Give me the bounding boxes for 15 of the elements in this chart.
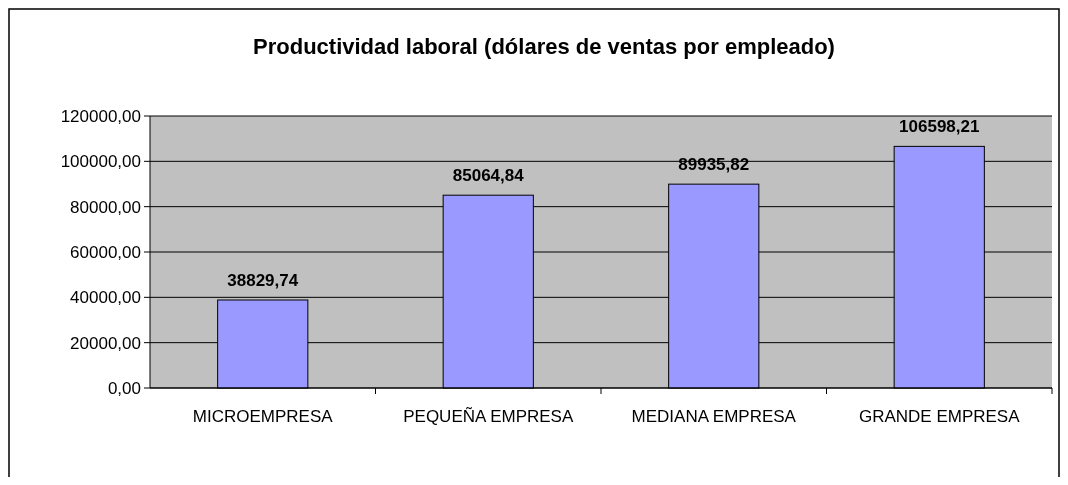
- data-label: 85064,84: [452, 166, 525, 186]
- x-tick-label: PEQUEÑA EMPRESA: [403, 407, 574, 426]
- chart-title: Productividad laboral (dólares de ventas por empleado): [253, 34, 835, 59]
- y-tick-label: 100000,00: [60, 152, 141, 172]
- y-tick-label: 60000,00: [70, 242, 141, 262]
- y-tick-label: 80000,00: [70, 197, 141, 217]
- y-tick-label: 0,00: [107, 378, 141, 398]
- x-tick-label: MICROEMPRESA: [192, 407, 334, 426]
- y-tick-label: 120000,00: [60, 106, 141, 126]
- y-tick-label: 20000,00: [70, 333, 141, 353]
- data-label: 38829,74: [227, 270, 299, 290]
- x-tick-label: MEDIANA EMPRESA: [631, 407, 797, 426]
- x-tick-label: GRANDE EMPRESA: [858, 407, 1021, 426]
- data-label: 106598,21: [899, 117, 980, 137]
- y-tick-label: 40000,00: [70, 288, 141, 308]
